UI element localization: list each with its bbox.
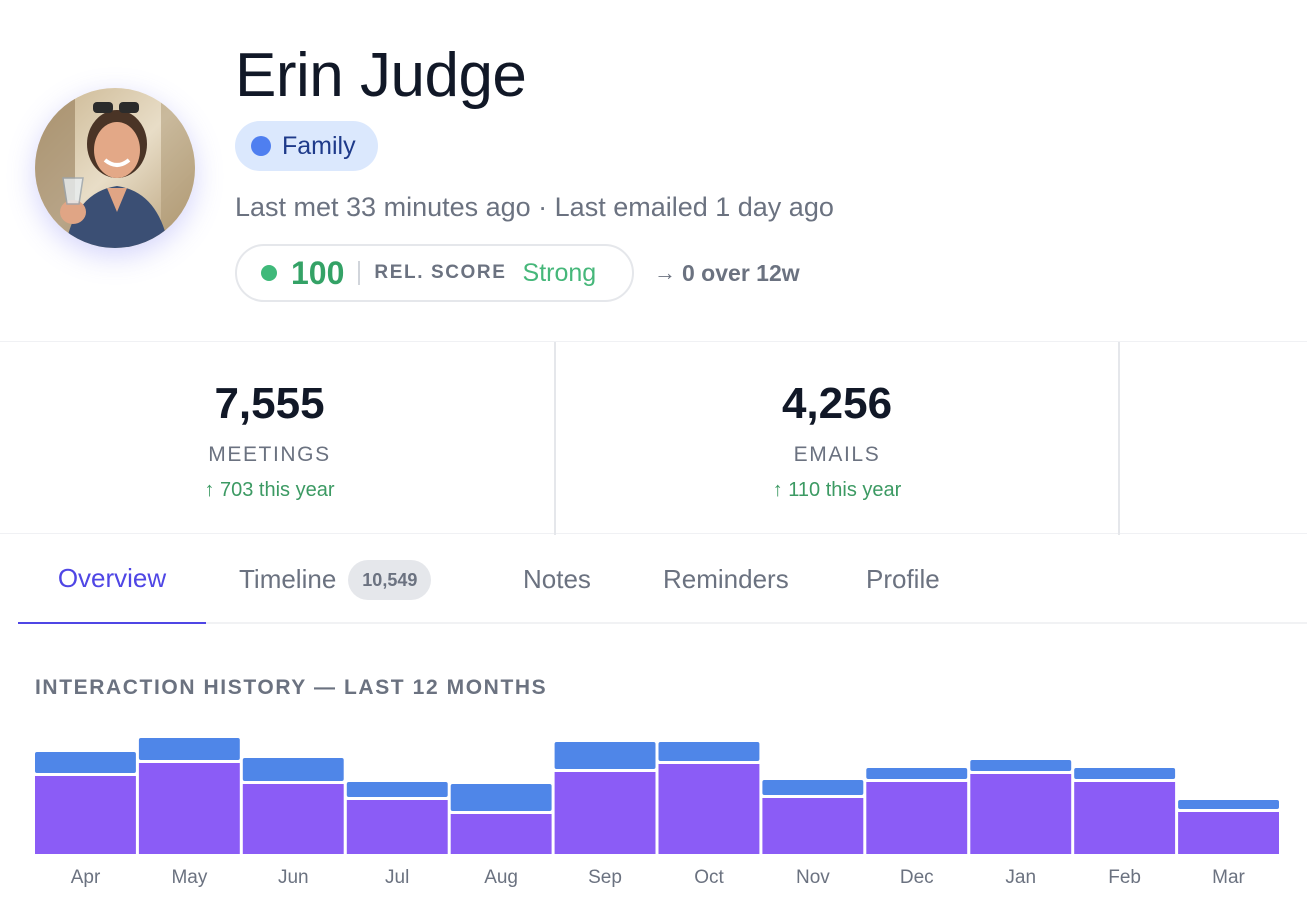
relationship-score[interactable]: 100 REL. SCORE Strong — [235, 244, 634, 302]
bar-segment-emails[interactable] — [762, 780, 864, 795]
x-tick-label: Sep — [588, 867, 622, 888]
x-tick-label: Apr — [71, 867, 101, 888]
bar-segment-emails[interactable] — [35, 752, 136, 773]
tab-reminders[interactable]: Reminders — [663, 535, 789, 624]
x-tick-label: Feb — [1108, 867, 1141, 888]
avatar — [35, 88, 195, 248]
bar-segment-emails[interactable] — [346, 782, 448, 797]
x-tick-label: Oct — [694, 867, 724, 888]
bar-segment-meetings[interactable] — [970, 774, 1072, 854]
stat-emails: 4,256 EMAILS ↑ 110 this year — [554, 342, 1120, 535]
tab-bar: Overview Timeline 10,549 Notes Reminders… — [18, 535, 1307, 624]
bar-segment-meetings[interactable] — [658, 764, 760, 854]
bar-segment-meetings[interactable] — [866, 782, 968, 854]
bar-segment-meetings[interactable] — [450, 814, 552, 854]
score-label: REL. SCORE — [374, 262, 507, 283]
x-tick-label: Jan — [1005, 867, 1036, 888]
stat-value: 4,256 — [781, 379, 893, 428]
bar-segment-meetings[interactable] — [762, 798, 864, 854]
stat-value: 7,555 — [214, 379, 325, 428]
score-trend: → 0 over 12w — [654, 257, 800, 289]
stat-change: ↑ 110 this year — [772, 479, 902, 501]
stat-label: MEETINGS — [208, 443, 331, 466]
status-dot-icon — [261, 265, 277, 281]
bar-segment-meetings[interactable] — [138, 763, 240, 854]
tab-profile[interactable]: Profile — [866, 535, 940, 624]
bar-segment-meetings[interactable] — [1074, 782, 1176, 854]
x-tick-label: May — [171, 867, 207, 888]
x-tick-label: Aug — [484, 867, 518, 888]
score-value: 100 — [291, 254, 345, 291]
tab-label: Overview — [57, 563, 167, 593]
last-contact-summary: Last met 33 minutes ago · Last emailed 1… — [235, 192, 834, 222]
tab-label: Reminders — [663, 564, 789, 594]
bar-segment-emails[interactable] — [658, 742, 760, 761]
score-status: Strong — [522, 258, 597, 287]
tab-label: Profile — [866, 564, 940, 594]
bar-segment-emails[interactable] — [450, 784, 552, 811]
bar-segment-emails[interactable] — [1074, 768, 1176, 779]
bar-segment-emails[interactable] — [1178, 800, 1279, 809]
interaction-history-chart: Apr May Jun Jul Aug Sep Oct Nov Dec Jan Feb Mar — [35, 738, 1279, 888]
bar-segment-emails[interactable] — [970, 760, 1072, 771]
stat-label: EMAILS — [793, 443, 881, 466]
bar-segment-meetings[interactable] — [554, 772, 656, 854]
count-badge: 10,549 — [348, 559, 432, 600]
x-tick-label: Dec — [900, 867, 934, 888]
tab-label: Timeline — [239, 564, 337, 594]
tab-label: Notes — [523, 564, 591, 594]
stat-change: ↑ 703 this year — [204, 479, 335, 501]
score-trend-text: 0 over 12w — [682, 260, 800, 286]
group-tag-label: Family — [282, 131, 356, 160]
group-tag[interactable]: Family — [235, 121, 378, 171]
x-tick-label: Nov — [796, 867, 830, 888]
stats-row: 7,555 MEETINGS ↑ 703 this year 4,256 EMA… — [0, 341, 1307, 535]
bar-segment-emails[interactable] — [554, 742, 656, 769]
x-tick-label: Jun — [278, 867, 309, 888]
bar-segment-emails[interactable] — [866, 768, 968, 779]
divider — [358, 261, 361, 285]
chart-title: INTERACTION HISTORY — LAST 12 MONTHS — [35, 676, 548, 699]
tab-notes[interactable]: Notes — [523, 535, 591, 624]
arrow-right-icon: → — [654, 260, 676, 285]
bar-segment-meetings[interactable] — [242, 784, 344, 854]
x-tick-label: Jul — [385, 867, 409, 888]
bar-segment-meetings[interactable] — [35, 776, 136, 854]
bar-segment-emails[interactable] — [242, 758, 344, 781]
tab-timeline[interactable]: Timeline 10,549 — [239, 535, 432, 624]
tab-overview[interactable]: Overview — [18, 535, 206, 624]
contact-name: Erin Judge — [235, 41, 527, 110]
bar-segment-emails[interactable] — [138, 738, 240, 760]
bar-segment-meetings[interactable] — [346, 800, 448, 854]
stat-meetings: 7,555 MEETINGS ↑ 703 this year — [0, 342, 553, 535]
dot-icon — [251, 136, 271, 156]
bar-segment-meetings[interactable] — [1178, 812, 1279, 854]
x-tick-label: Mar — [1212, 867, 1245, 888]
